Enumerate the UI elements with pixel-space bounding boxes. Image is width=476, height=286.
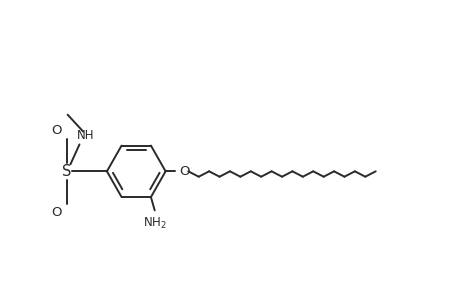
- Text: O: O: [51, 206, 61, 219]
- Text: NH$_2$: NH$_2$: [143, 215, 167, 231]
- Text: S: S: [62, 164, 71, 179]
- Text: O: O: [51, 124, 61, 137]
- Text: NH: NH: [77, 130, 94, 142]
- Text: O: O: [179, 165, 189, 178]
